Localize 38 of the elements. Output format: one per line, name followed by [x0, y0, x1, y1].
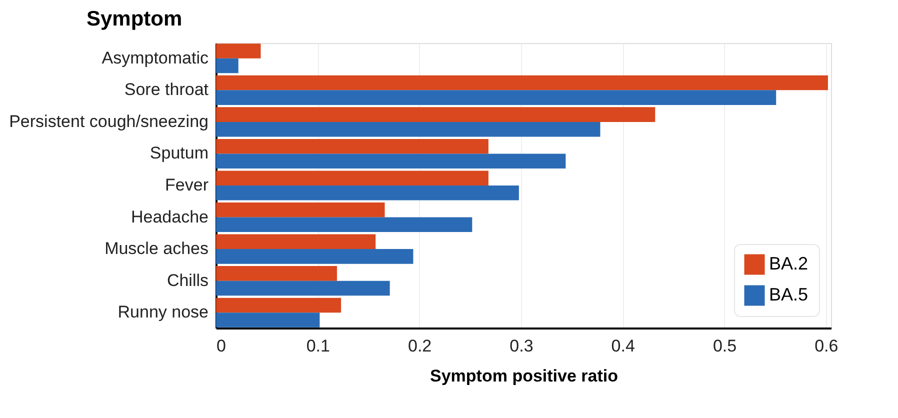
x-tick-label: 0.2: [408, 336, 432, 356]
legend-label: BA.2: [769, 254, 808, 274]
x-tick-label: 0: [216, 336, 226, 356]
x-axis-title: Symptom positive ratio: [430, 366, 618, 386]
bar: [216, 58, 238, 74]
legend-label: BA.5: [769, 284, 808, 304]
x-tick-label: 0.5: [712, 336, 737, 356]
y-tick-label: Fever: [165, 176, 209, 194]
bar: [216, 298, 342, 313]
y-tick-label: Headache: [130, 207, 208, 226]
y-tick-label: Sputum: [150, 144, 208, 163]
bar: [216, 154, 566, 168]
x-tick-label: 0.3: [510, 336, 534, 356]
bar: [216, 202, 385, 218]
x-tick-label: 0.1: [306, 336, 330, 356]
y-tick-label: Runny nose: [118, 302, 208, 322]
bar: [216, 249, 414, 264]
y-tick-label: Asymptomatic: [102, 48, 209, 68]
y-axis-title: Symptom: [86, 8, 182, 30]
bar: [216, 266, 337, 281]
y-tick-label: Muscle aches: [104, 239, 208, 258]
bar: [216, 107, 656, 122]
x-tick-label: 0.6: [814, 336, 838, 356]
y-tick-label: Chills: [166, 270, 208, 290]
bar: [216, 217, 472, 232]
bar: [216, 90, 776, 105]
bar: [216, 170, 488, 186]
bar: [216, 138, 488, 154]
bar: [216, 186, 519, 200]
y-tick-label: Persistent cough/sneezing: [9, 112, 208, 131]
y-tick-label: Sore throat: [124, 80, 209, 100]
bar: [216, 312, 320, 328]
bar: [216, 75, 828, 90]
bar: [216, 44, 261, 58]
bar: [216, 280, 390, 296]
bar: [216, 122, 600, 137]
bar: [216, 234, 376, 250]
x-tick-label: 0.4: [611, 336, 635, 356]
